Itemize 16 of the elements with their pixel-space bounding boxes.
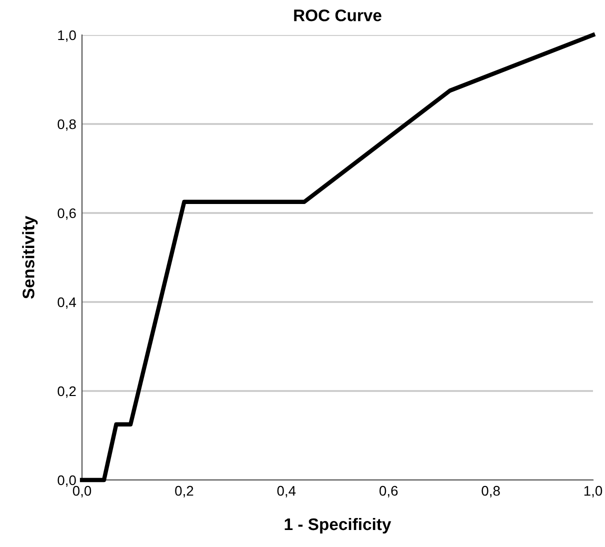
y-tick-label: 0,0: [58, 475, 76, 487]
y-tick-label: 1,0: [58, 30, 76, 42]
y-tick-label: 0,4: [58, 297, 76, 309]
x-tick-label: 0,0: [72, 486, 92, 498]
x-tick-label: 0,8: [482, 486, 500, 498]
x-tick-label: 0,6: [379, 486, 398, 498]
x-tick-label: 1,0: [584, 486, 602, 498]
y-axis-title: Sensitivity: [22, 216, 38, 299]
x-tick-label: 0,2: [175, 486, 194, 498]
x-tick-label: 0,4: [277, 486, 296, 498]
y-tick-label: 0,2: [58, 386, 76, 398]
y-tick-label: 0,8: [58, 119, 76, 131]
x-axis-title: 1 - Specificity: [284, 518, 392, 534]
chart-title: ROC Curve: [294, 9, 382, 22]
line-series: [80, 32, 596, 482]
y-tick-label: 0,6: [58, 208, 76, 220]
